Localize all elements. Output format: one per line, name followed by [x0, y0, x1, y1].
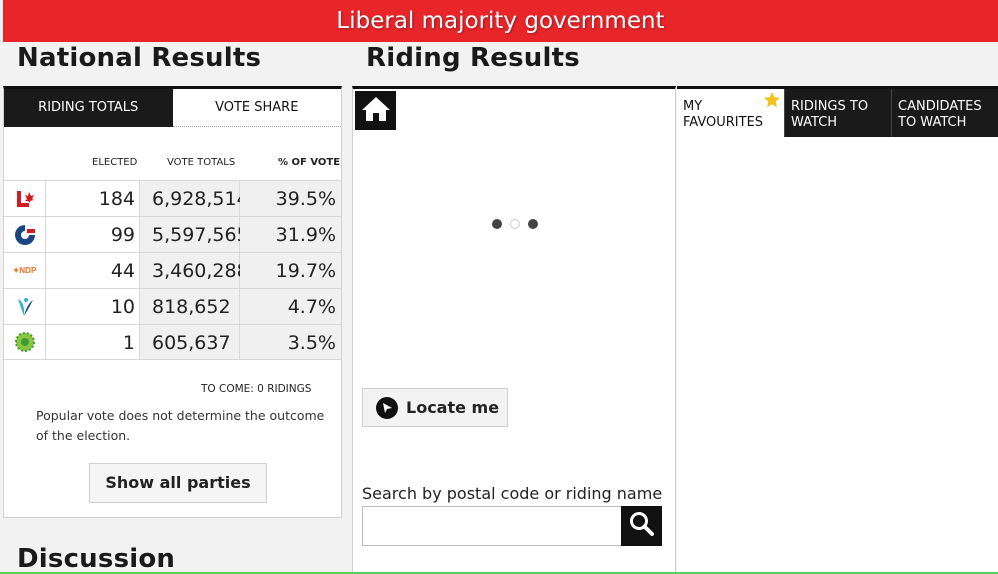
liberal-logo-icon	[4, 181, 46, 216]
header-elected: ELECTED	[92, 157, 138, 168]
table-row: 1 605,637 3.5%	[4, 324, 341, 360]
vote-percent: 19.7%	[240, 253, 341, 288]
home-icon	[360, 95, 392, 127]
table-row: ✦NDP 44 3,460,288 19.7%	[4, 252, 341, 288]
tab-my-favourites-label: MY FAVOURITES	[683, 99, 764, 130]
loading-dot	[510, 219, 520, 229]
bloc-logo-icon	[4, 289, 46, 324]
tab-ridings-to-watch[interactable]: RIDINGS TO WATCH	[784, 89, 891, 137]
tab-candidates-to-watch[interactable]: CANDIDATES TO WATCH	[891, 89, 998, 137]
table-row: 184 6,928,514 39.5%	[4, 180, 341, 216]
elected-count: 44	[110, 260, 135, 282]
bottom-divider	[0, 572, 998, 574]
tab-candidates-to-watch-label: CANDIDATES TO WATCH	[898, 99, 982, 130]
ndp-logo-icon: ✦NDP	[4, 253, 46, 288]
elected-count: 1	[122, 332, 135, 354]
vote-total: 818,652	[139, 289, 240, 324]
vote-percent: 3.5%	[240, 325, 341, 359]
vote-total: 605,637	[139, 325, 240, 359]
elected-count: 10	[110, 296, 135, 318]
result-banner: Liberal majority government	[3, 0, 998, 42]
header-vote-totals: VOTE TOTALS	[167, 157, 236, 168]
locate-me-label: Locate me	[406, 398, 500, 417]
search-label: Search by postal code or riding name	[362, 484, 663, 503]
elected-count: 184	[98, 188, 135, 210]
national-results-title: National Results	[17, 43, 262, 73]
loading-dot	[492, 219, 502, 229]
loading-dot	[528, 219, 538, 229]
popular-vote-note: Popular vote does not determine the outc…	[36, 408, 325, 443]
table-row: 10 818,652 4.7%	[4, 288, 341, 324]
favourites-panel: MY FAVOURITES RIDINGS TO WATCH CANDIDATE…	[677, 86, 998, 574]
vote-total: 3,460,288	[139, 253, 249, 288]
green-logo-icon	[4, 325, 46, 359]
conservative-logo-icon	[4, 217, 46, 252]
results-table: 184 6,928,514 39.5% 99 5,597,565 31.9% ✦…	[4, 180, 341, 360]
table-row: 99 5,597,565 31.9%	[4, 216, 341, 252]
vote-total: 6,928,514	[139, 181, 249, 216]
ridings-to-come: TO COME: 0 RIDINGS	[201, 383, 312, 395]
locate-me-button[interactable]: Locate me	[362, 388, 508, 427]
vote-percent: 4.7%	[240, 289, 341, 324]
home-button[interactable]	[355, 91, 396, 130]
discussion-title: Discussion	[17, 544, 176, 574]
vote-total: 5,597,565	[139, 217, 249, 252]
tab-my-favourites[interactable]: MY FAVOURITES	[677, 89, 784, 137]
tab-ridings-to-watch-label: RIDINGS TO WATCH	[791, 99, 869, 130]
favourites-tabs: MY FAVOURITES RIDINGS TO WATCH CANDIDATE…	[677, 89, 998, 137]
search-icon	[629, 511, 655, 541]
national-tabs: RIDING TOTALS VOTE SHARE	[4, 89, 341, 127]
star-icon	[763, 91, 781, 114]
vote-percent: 31.9%	[240, 217, 341, 252]
search-input[interactable]	[362, 506, 622, 546]
results-table-header: ELECTED VOTE TOTALS % OF VOTE	[4, 127, 341, 180]
show-all-parties-button[interactable]: Show all parties	[89, 463, 267, 503]
vote-percent: 39.5%	[240, 181, 341, 216]
elected-count: 99	[110, 224, 135, 246]
loading-indicator	[492, 219, 538, 229]
riding-results-title: Riding Results	[366, 43, 580, 73]
tab-vote-share[interactable]: VOTE SHARE	[172, 89, 341, 127]
riding-map-panel: Locate me Search by postal code or ridin…	[352, 86, 676, 574]
header-pct-of-vote: % OF VOTE	[278, 157, 341, 168]
search-button[interactable]	[621, 506, 662, 546]
location-arrow-icon	[376, 396, 398, 419]
national-results-panel: RIDING TOTALS VOTE SHARE ELECTED VOTE TO…	[3, 86, 342, 518]
tab-riding-totals[interactable]: RIDING TOTALS	[4, 89, 173, 127]
